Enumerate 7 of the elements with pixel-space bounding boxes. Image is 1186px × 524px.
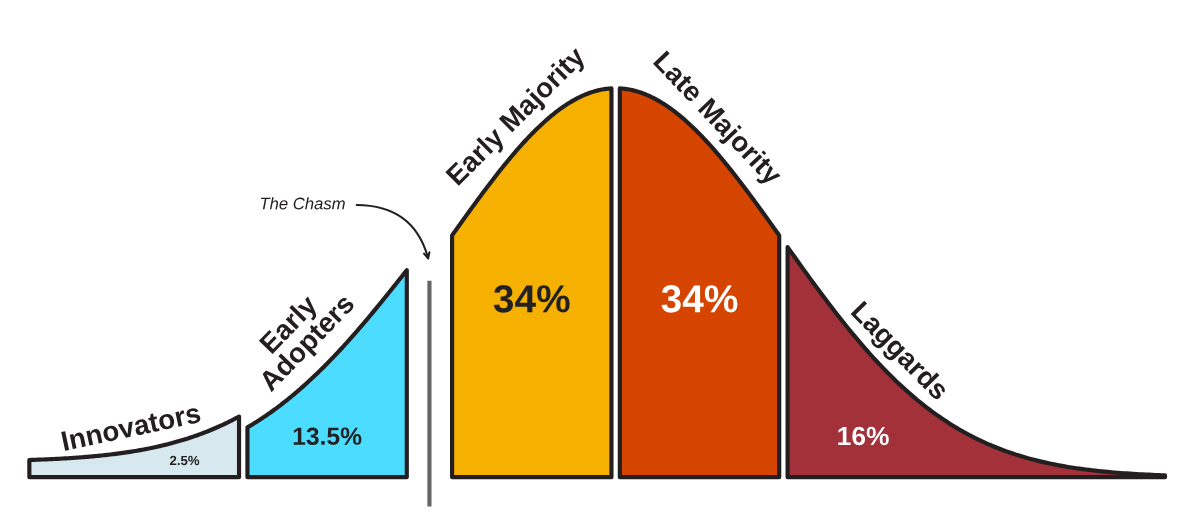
data-label: 16% — [838, 426, 889, 446]
text: The Chasm — [260, 197, 345, 210]
data-label: 13.5% — [293, 427, 362, 445]
data-label: 34% — [493, 285, 570, 313]
category-label: Innovators — [61, 403, 202, 451]
data-label: 2.5% — [169, 455, 200, 466]
data-label: 34% — [661, 285, 738, 313]
